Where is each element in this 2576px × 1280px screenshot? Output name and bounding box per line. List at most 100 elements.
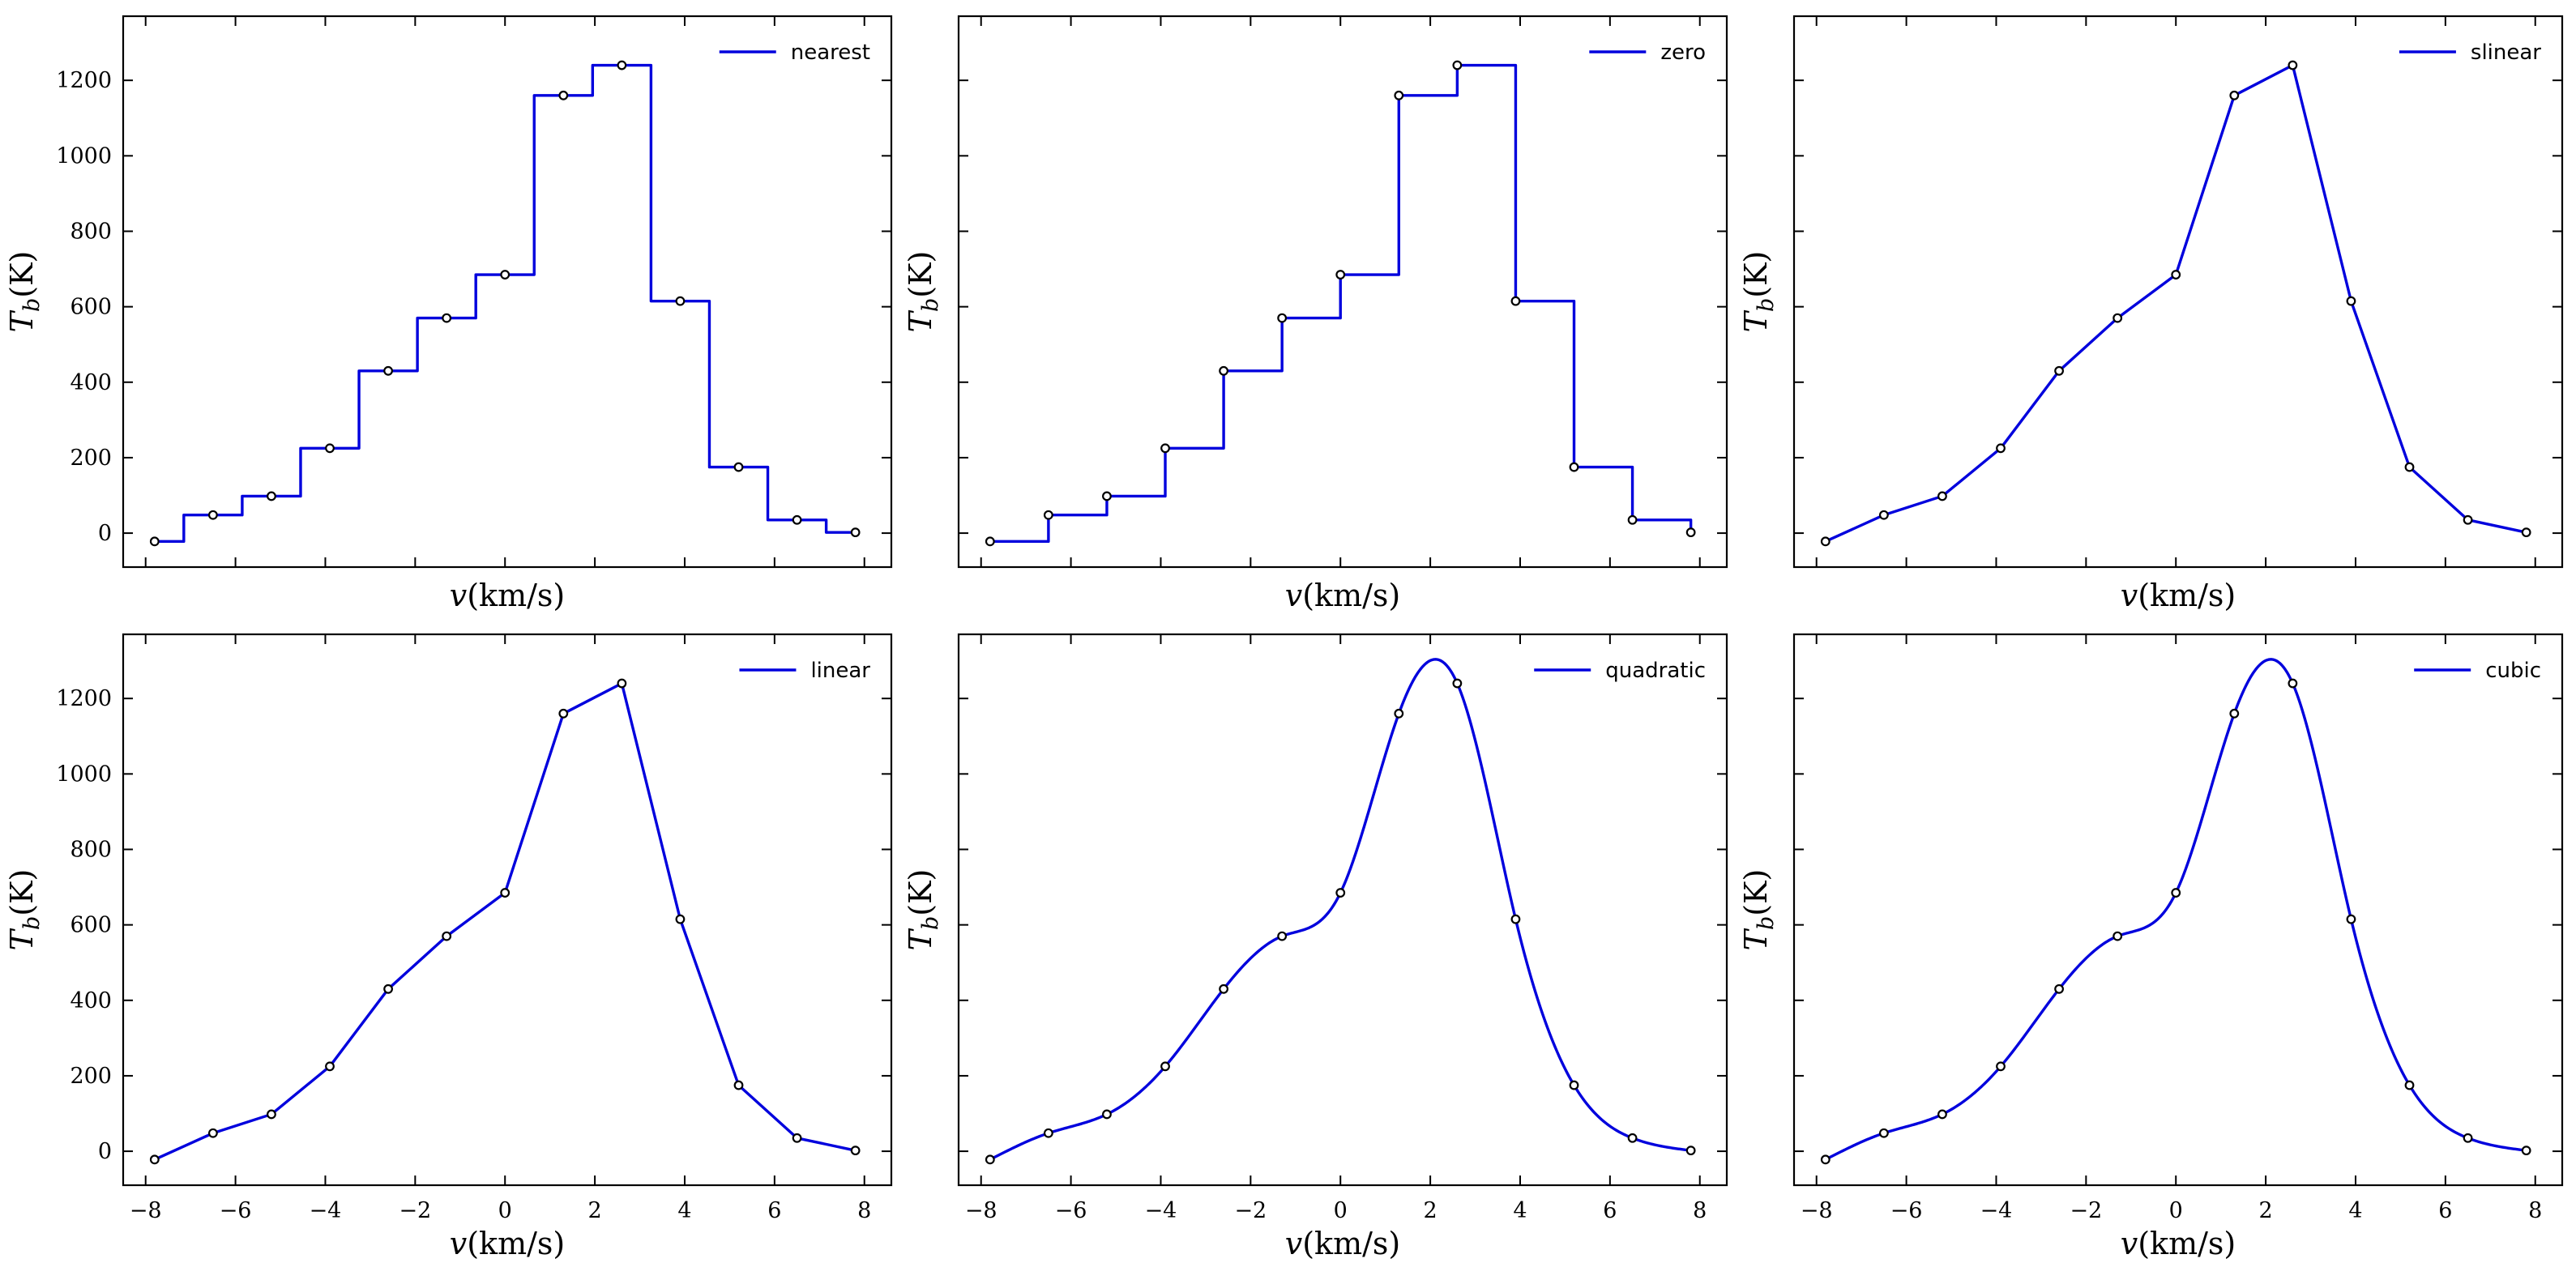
subplot-linear: −8 −6 −4 −2 0 2 4 6 8 0 200 400 600 800 1000 1200 v(km/s… — [4, 633, 893, 1261]
x-axis-label-var: v — [2121, 1226, 2138, 1261]
y-tick-label: 400 — [70, 988, 112, 1013]
data-point — [1878, 1128, 1889, 1138]
y-axis-label-var: T — [903, 928, 938, 950]
x-tick-label: −4 — [310, 1198, 342, 1223]
x-tick-label: −6 — [220, 1198, 252, 1223]
data-point — [500, 270, 511, 279]
axes-frame — [1792, 15, 2564, 569]
y-axis-label-sub: b — [1754, 298, 1779, 312]
x-axis-label-unit: (km/s) — [1302, 578, 1400, 613]
data-point — [1102, 491, 1112, 501]
data-point — [1219, 365, 1228, 376]
data-point — [2054, 983, 2064, 994]
data-point — [2171, 888, 2181, 898]
data-point — [1627, 514, 1638, 525]
subplot-slinear: v(km/s) Tb(K) slinear — [1738, 15, 2564, 613]
series-line-cubic — [1825, 658, 2527, 1161]
x-axis-label-var: v — [1285, 1226, 1303, 1261]
x-tick-label: 8 — [2528, 1198, 2542, 1223]
legend-label: cubic — [2485, 659, 2541, 683]
data-point — [792, 514, 802, 525]
y-axis-label-unit: (K) — [1738, 869, 1774, 916]
x-tick-label: 8 — [857, 1198, 871, 1223]
data-point — [1043, 510, 1053, 520]
data-point — [500, 888, 511, 898]
axes-frame — [957, 633, 1728, 1187]
y-tick-label: 800 — [70, 837, 112, 862]
y-axis-label-var: T — [903, 309, 938, 332]
data-point — [675, 296, 686, 306]
x-axis-label-unit: (km/s) — [2138, 1226, 2236, 1261]
y-axis-label-var: T — [1738, 309, 1774, 332]
x-tick-label: −2 — [1234, 1198, 1267, 1223]
legend-label: slinear — [2471, 41, 2541, 65]
y-axis-label-unit: (K) — [4, 251, 40, 298]
x-tick-label: 6 — [767, 1198, 781, 1223]
data-point — [792, 1133, 802, 1143]
series-line-quadratic — [989, 658, 1691, 1161]
data-point — [383, 983, 393, 994]
y-axis-label-sub: b — [918, 916, 943, 930]
x-axis-label: v(km/s) — [1285, 1226, 1400, 1261]
y-tick-label: 200 — [70, 446, 112, 471]
data-point — [1996, 443, 2006, 454]
data-point — [985, 536, 995, 547]
data-point — [1277, 931, 1288, 941]
data-point — [2288, 60, 2298, 70]
y-axis-label-sub: b — [19, 298, 45, 312]
y-axis-label-sub: b — [1754, 916, 1779, 930]
data-point — [733, 1080, 744, 1090]
data-point — [2288, 678, 2298, 689]
x-tick-label: 4 — [1513, 1198, 1527, 1223]
y-axis-label-sub: b — [918, 298, 943, 312]
y-axis-label-var: T — [4, 309, 40, 332]
x-tick-label: 4 — [677, 1198, 691, 1223]
y-tick-label: 1000 — [56, 762, 112, 787]
data-point — [1569, 1080, 1579, 1090]
data-point — [2229, 708, 2240, 719]
data-point — [325, 1061, 335, 1072]
x-axis-label: v(km/s) — [2121, 1226, 2236, 1261]
data-point — [207, 1128, 218, 1138]
y-axis-label-var: T — [1738, 928, 1774, 950]
data-point — [325, 443, 335, 454]
y-tick-label: 1000 — [56, 143, 112, 169]
data-point — [2054, 365, 2064, 376]
y-axis-label-unit: (K) — [903, 251, 938, 298]
data-point — [617, 678, 627, 689]
x-axis-label-unit: (km/s) — [2138, 578, 2236, 613]
y-axis-label: Tb(K) — [4, 869, 45, 951]
legend-label: zero — [1660, 41, 1706, 65]
x-tick-label: 0 — [2169, 1198, 2183, 1223]
data-point — [267, 1109, 276, 1120]
legend-label: quadratic — [1605, 659, 1706, 683]
x-tick-label: 0 — [1334, 1198, 1348, 1223]
x-tick-label: −2 — [399, 1198, 431, 1223]
x-axis-label-unit: (km/s) — [467, 578, 565, 613]
data-point — [2171, 270, 2181, 279]
data-point — [1452, 60, 1463, 70]
y-tick-label: 600 — [70, 913, 112, 938]
data-point — [207, 510, 218, 520]
x-tick-label: −4 — [1145, 1198, 1177, 1223]
x-axis-label-var: v — [1285, 578, 1303, 613]
x-tick-label: 0 — [498, 1198, 512, 1223]
y-tick-label: 0 — [98, 521, 112, 546]
x-tick-label: 2 — [1424, 1198, 1438, 1223]
data-point — [733, 462, 744, 472]
x-tick-label: 6 — [1603, 1198, 1617, 1223]
data-point — [2521, 527, 2531, 538]
data-point — [1160, 1061, 1170, 1072]
x-axis-label: v(km/s) — [450, 1226, 565, 1261]
data-point — [1820, 536, 1831, 547]
axes-frame — [122, 15, 893, 569]
x-axis-label-unit: (km/s) — [1302, 1226, 1400, 1261]
subplot-nearest: 0 200 400 600 800 1000 1200 v(km/s) Tb(K) nearest — [4, 15, 893, 613]
x-tick-label: −2 — [2070, 1198, 2102, 1223]
data-point — [850, 1146, 861, 1156]
data-point — [2229, 90, 2240, 100]
data-point — [1335, 270, 1346, 279]
data-point — [1510, 914, 1521, 924]
x-axis-label-var: v — [2121, 578, 2138, 613]
